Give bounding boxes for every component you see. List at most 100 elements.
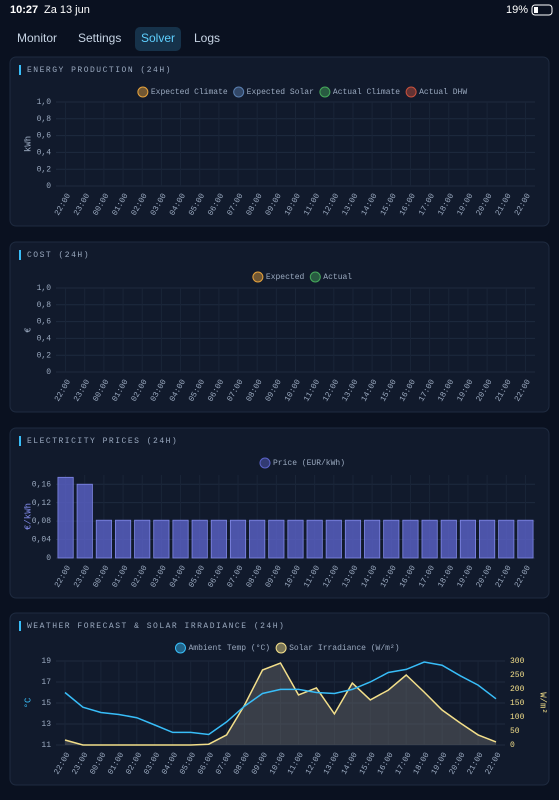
status-time: 10:27 xyxy=(10,4,38,16)
chart-title: ENERGY PRODUCTION (24H) xyxy=(27,66,172,75)
y2-tick-label: 250 xyxy=(510,671,525,680)
y-axis-label: €/kWh xyxy=(23,503,33,530)
bar xyxy=(383,519,400,559)
bar xyxy=(57,476,74,559)
y-tick-label: 0,6 xyxy=(37,132,52,141)
y-tick-label: 0 xyxy=(46,182,51,191)
line xyxy=(64,661,497,736)
y2-tick-label: 0 xyxy=(510,741,515,750)
area xyxy=(64,662,497,745)
tab[interactable]: Logs xyxy=(194,31,220,45)
bar xyxy=(134,519,151,559)
legend-swatch xyxy=(259,457,271,469)
legend-label: Expected Climate xyxy=(151,88,228,97)
legend: Expected Climate Expected Solar Actual Cli… xyxy=(137,86,467,98)
line xyxy=(64,662,497,746)
y-axis-label: °C xyxy=(23,697,33,708)
bar xyxy=(268,519,285,559)
chart-title: ELECTRICITY PRICES (24H) xyxy=(27,437,178,446)
tab[interactable]: Settings xyxy=(78,31,121,45)
card xyxy=(9,241,550,413)
y-tick-label: 0,8 xyxy=(37,301,52,310)
chart-card: ELECTRICITY PRICES (24H) Price (EUR/kWh) 0… xyxy=(9,427,550,599)
card xyxy=(9,56,550,227)
title-accent xyxy=(19,250,21,260)
y-tick-label: 17 xyxy=(41,678,51,687)
bar xyxy=(287,519,304,559)
y2-tick-label: 50 xyxy=(510,727,520,736)
legend-swatch xyxy=(319,86,331,98)
y-tick-label: 0 xyxy=(46,368,51,377)
y-tick-label: 13 xyxy=(41,720,51,729)
chart-card: COST (24H) Expected Actual 0 0,2 0,4 0,6 0,8 1,0… xyxy=(9,241,550,413)
legend: Price (EUR/kWh) xyxy=(259,457,345,469)
legend-label: Expected Solar xyxy=(247,88,314,97)
legend-label: Actual Climate xyxy=(333,88,400,97)
bar xyxy=(76,483,93,559)
y-tick-label: 0 xyxy=(46,554,51,563)
y-tick-label: 0,8 xyxy=(37,115,52,124)
legend-swatch xyxy=(275,642,287,654)
card xyxy=(9,612,550,786)
bar xyxy=(364,519,381,559)
legend-swatch xyxy=(405,86,417,98)
y-tick-label: 0,04 xyxy=(32,536,51,545)
bar xyxy=(95,519,112,559)
legend-swatch xyxy=(174,642,186,654)
legend-label: Actual xyxy=(323,273,352,282)
y-tick-label: 0,6 xyxy=(37,318,52,327)
bar xyxy=(440,519,457,559)
legend: Ambient Temp (°C) Solar Irradiance (W/m²) xyxy=(174,642,400,654)
legend-swatch xyxy=(252,271,264,283)
legend-swatch xyxy=(309,271,321,283)
y-tick-label: 11 xyxy=(41,741,51,750)
y-tick-label: 0,4 xyxy=(37,335,52,344)
tab[interactable]: Solver xyxy=(141,31,175,45)
bar xyxy=(517,519,534,559)
chart-card: WEATHER FORECAST & SOLAR IRRADIANCE (24H… xyxy=(9,612,550,786)
y-tick-label: 0,08 xyxy=(32,517,51,526)
y-tick-label: 19 xyxy=(41,657,51,666)
bar xyxy=(344,519,362,559)
status-date: Za 13 jun xyxy=(44,4,90,16)
y2-tick-label: 150 xyxy=(510,699,525,708)
battery-icon xyxy=(531,4,553,16)
legend-swatch xyxy=(137,86,149,98)
bar xyxy=(191,519,208,559)
y2-tick-label: 200 xyxy=(510,685,525,694)
bar xyxy=(153,519,170,559)
y-tick-label: 0,16 xyxy=(32,480,51,489)
bar xyxy=(114,519,132,559)
chart-title: WEATHER FORECAST & SOLAR IRRADIANCE (24H… xyxy=(27,622,285,631)
legend: Expected Actual xyxy=(252,271,352,283)
bar xyxy=(459,519,477,559)
y2-tick-label: 100 xyxy=(510,713,525,722)
y2-tick-label: 300 xyxy=(510,657,525,666)
active-tab-bg xyxy=(135,27,181,51)
y-tick-label: 0,12 xyxy=(32,499,51,508)
tab[interactable]: Monitor xyxy=(17,31,57,45)
status-battery: 19% xyxy=(506,4,528,16)
legend-label: Expected xyxy=(266,273,305,282)
y-tick-label: 15 xyxy=(41,699,51,708)
battery-level xyxy=(534,7,538,13)
bar xyxy=(402,519,419,559)
bar xyxy=(210,519,227,559)
y-tick-label: 0,4 xyxy=(37,149,52,158)
y-tick-label: 0,2 xyxy=(37,165,52,174)
legend-label: Solar Irradiance (W/m²) xyxy=(289,644,399,653)
legend-label: Actual DHW xyxy=(419,88,467,97)
y-tick-label: 1,0 xyxy=(37,284,52,293)
y-axis-label: kWh xyxy=(23,136,33,152)
bar xyxy=(421,519,438,559)
bar xyxy=(325,519,342,559)
bar xyxy=(498,519,515,559)
legend-label: Ambient Temp (°C) xyxy=(188,644,270,653)
title-accent xyxy=(19,621,21,631)
bar xyxy=(229,519,247,559)
chart-title: COST (24H) xyxy=(27,251,90,260)
legend-swatch xyxy=(233,86,245,98)
bar xyxy=(249,519,266,559)
